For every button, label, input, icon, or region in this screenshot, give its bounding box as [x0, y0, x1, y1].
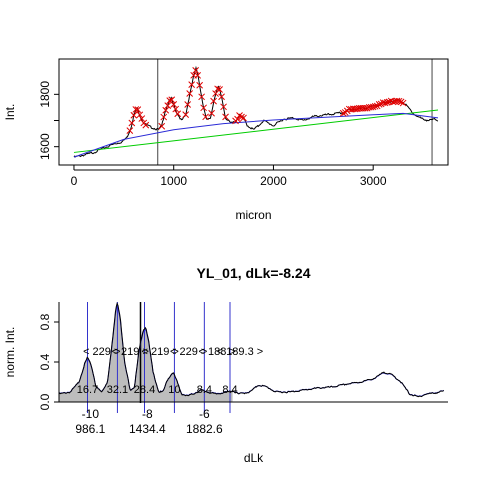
top-x-tick-label-2: 2000 — [260, 174, 287, 188]
bottom-x-tick-label-2: -6 — [199, 407, 210, 421]
bottom-peak-label-5: 8.4 — [222, 384, 237, 396]
top-y-tick-label-2: 1800 — [38, 81, 52, 108]
bottom-spacing-label-0: < 229 > — [83, 346, 120, 358]
bottom-peak-label-3: 10 — [168, 384, 180, 396]
top-peak-marker-42 — [339, 109, 347, 117]
top-peak-marker-19 — [184, 101, 192, 108]
bottom-spacing-label-5: < 189.3 > — [217, 346, 264, 358]
bottom-spacing-label-2: < 219 > — [142, 346, 179, 358]
bottom-peak-label-2: 28.4 — [134, 384, 155, 396]
top-smooth-baseline — [73, 112, 439, 158]
top-axes: 0 1000 2000 3000 1600 1800 — [38, 81, 387, 188]
bottom-y-tick-label-2: 0.8 — [38, 313, 52, 330]
top-peak-marker-14 — [168, 96, 176, 104]
top-peak-marker-33 — [216, 86, 223, 93]
top-peak-marker-35 — [220, 103, 227, 111]
top-y-tick-label-0: 1600 — [38, 133, 52, 160]
bottom-x-tick-label-1: -8 — [142, 407, 153, 421]
top-peak-marker-27 — [200, 104, 207, 112]
top-peak-marker-71 — [397, 98, 405, 106]
top-linear-baseline — [73, 109, 439, 153]
bottom-x-tick-label-0: -10 — [82, 407, 100, 421]
top-peak-marker-23 — [192, 66, 200, 74]
top-peak-marker-26 — [198, 93, 205, 101]
bottom-peak-label-1: 32.1 — [107, 384, 128, 396]
top-peak-marker-67 — [389, 98, 397, 106]
top-peak-marker-70 — [395, 97, 403, 105]
bottom-peak-label-4: 8.4 — [197, 384, 212, 396]
top-peak-marker-28 — [202, 113, 209, 121]
bottom-spacing-label-1: < 219 > — [112, 346, 149, 358]
bottom-filled-area — [59, 303, 233, 402]
top-peak-marker-63 — [381, 99, 389, 107]
top-peak-marker-29 — [208, 109, 215, 117]
top-x-tick-label-3: 3000 — [360, 174, 387, 188]
top-peak-marker-32 — [214, 85, 221, 93]
bottom-chart: YL_01, dLk=-8.24 < 229 >< 219 >< 219 >< … — [3, 265, 448, 465]
top-peak-marker-25 — [196, 81, 203, 89]
top-peak-marker-24 — [194, 71, 201, 79]
top-peak-marker-40 — [238, 113, 245, 121]
bottom-micron-label-0: 986.1 — [75, 422, 105, 436]
bottom-peak-label-0: 16.7 — [77, 384, 98, 396]
top-peak-marker-30 — [210, 97, 217, 105]
top-peak-marker-69 — [393, 97, 401, 105]
top-peak-marker-16 — [172, 105, 180, 113]
top-peak-marker-61 — [377, 100, 385, 108]
top-peak-marker-53 — [361, 104, 369, 112]
top-peak-markers — [126, 66, 407, 135]
top-marks — [73, 59, 439, 165]
top-peak-marker-21 — [188, 81, 196, 88]
top-peak-marker-72 — [399, 99, 407, 107]
bottom-chart-title: YL_01, dLk=-8.24 — [196, 265, 310, 281]
top-peak-marker-3 — [132, 106, 140, 113]
top-peak-marker-60 — [375, 101, 383, 108]
top-peak-marker-9 — [158, 122, 166, 130]
top-y-axis-label: Int. — [3, 104, 17, 121]
top-peak-marker-54 — [363, 104, 371, 112]
top-peak-marker-0 — [126, 127, 134, 135]
top-peak-marker-36 — [222, 113, 229, 121]
top-peak-marker-12 — [164, 102, 172, 110]
top-peak-marker-57 — [369, 103, 377, 111]
bottom-micron-label-2: 1882.6 — [186, 422, 223, 436]
top-peak-marker-11 — [162, 106, 170, 114]
bottom-marks: < 229 >< 219 >< 219 >< 229 >< 188 >< 189… — [58, 301, 445, 413]
top-peak-marker-2 — [130, 111, 138, 119]
top-x-tick-label-0: 0 — [71, 174, 78, 188]
top-peak-marker-34 — [218, 93, 225, 101]
bottom-axes: 0.0 0.4 0.8 -10 -8 -6 986.1 1434.4 1882.6 — [38, 302, 448, 436]
top-peak-marker-5 — [136, 111, 144, 119]
top-peak-marker-4 — [134, 106, 142, 113]
top-peak-marker-1 — [128, 119, 136, 127]
bottom-y-tick-label-1: 0.4 — [38, 353, 52, 370]
top-peak-marker-38 — [234, 115, 241, 123]
top-peak-marker-15 — [170, 100, 178, 108]
bottom-spacing-label-3: < 229 > — [170, 346, 207, 358]
top-x-axis-label: micron — [235, 208, 271, 222]
top-peak-marker-17 — [174, 110, 182, 118]
top-peak-marker-8 — [142, 121, 150, 129]
top-peak-marker-56 — [367, 103, 375, 111]
top-peak-marker-64 — [383, 99, 391, 106]
top-peak-marker-20 — [186, 90, 194, 97]
top-x-tick-label-1: 1000 — [160, 174, 187, 188]
bottom-y-axis-label: norm. Int. — [3, 327, 17, 378]
top-peak-marker-10 — [160, 113, 168, 121]
bottom-x-axis-label: dLk — [244, 451, 264, 465]
bottom-y-tick-label-0: 0.0 — [38, 393, 52, 410]
bottom-profile-line — [58, 301, 445, 398]
bottom-spacing-label-4: < 188 > — [199, 346, 236, 358]
top-peak-marker-41 — [240, 114, 247, 122]
bottom-micron-label-1: 1434.4 — [129, 422, 166, 436]
top-chart: 0 1000 2000 3000 1600 1800 micron Int. — [3, 58, 449, 222]
top-peak-marker-18 — [182, 111, 190, 118]
top-peak-marker-58 — [371, 102, 379, 110]
top-peak-marker-6 — [138, 115, 146, 122]
top-plot-frame — [58, 58, 449, 166]
top-profile-line — [73, 65, 439, 158]
